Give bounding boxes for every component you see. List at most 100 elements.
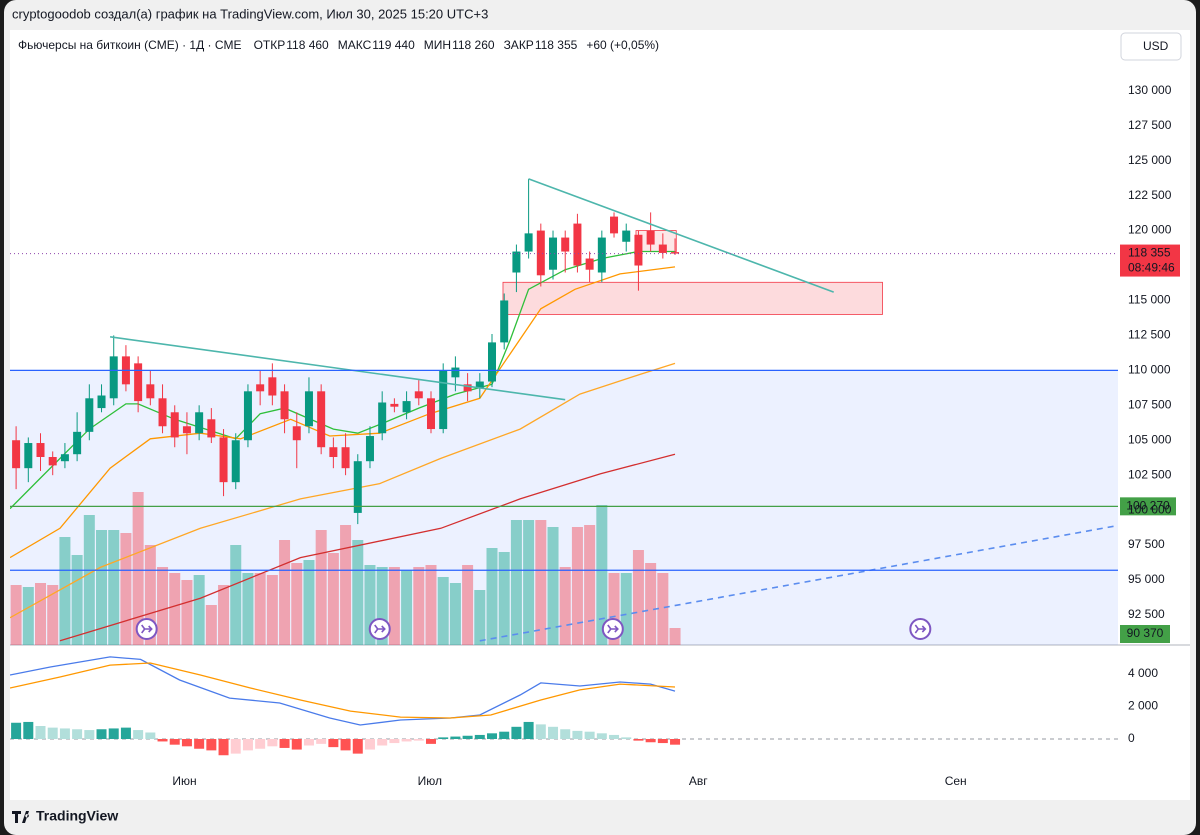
candle-body <box>634 234 643 266</box>
macd-histogram-bar <box>511 726 522 740</box>
volume-bar <box>364 565 376 645</box>
macd-histogram-bar <box>657 739 668 744</box>
zone-box <box>502 281 883 315</box>
volume-bar <box>132 492 144 645</box>
candle-body <box>219 437 228 483</box>
candle-body <box>292 426 301 441</box>
candle-body <box>597 237 606 273</box>
y-tick-label: 105 000 <box>1128 432 1172 446</box>
volume-bar <box>547 527 559 645</box>
candle-body <box>146 384 155 399</box>
macd-histogram-bar <box>328 739 339 748</box>
candle-body <box>451 367 460 378</box>
logo-icon <box>12 811 29 823</box>
y-tick-label: 125 000 <box>1128 153 1172 167</box>
volume-bar <box>632 550 644 645</box>
volume-bar <box>596 505 608 645</box>
macd-histogram-bar <box>377 739 388 746</box>
y-tick-label: 112 500 <box>1128 328 1171 342</box>
macd-histogram-bar <box>450 736 461 740</box>
x-tick-label: Июл <box>418 774 442 788</box>
y-tick-label: 115 000 <box>1128 293 1171 307</box>
volume-bar <box>242 573 254 645</box>
currency-button[interactable] <box>1120 32 1182 61</box>
last-price-label: 118 355 <box>1128 246 1171 260</box>
macd-histogram-bar <box>47 727 58 740</box>
candle-body <box>182 426 191 434</box>
volume-bar <box>71 555 83 645</box>
volume-bar <box>35 583 47 645</box>
candle-body <box>365 436 374 462</box>
volume-bar <box>108 530 120 645</box>
volume-bar <box>474 590 486 645</box>
candle-body <box>439 370 448 430</box>
candle-body <box>280 391 289 420</box>
candle-body <box>426 398 435 430</box>
volume-bar <box>352 540 364 645</box>
moving-average <box>10 362 676 619</box>
level-label: 100 270 <box>1126 499 1170 513</box>
candle-body <box>256 384 265 392</box>
x-tick-label: Авг <box>689 774 708 788</box>
macd-histogram-bar <box>279 739 290 748</box>
y-tick-label: 120 000 <box>1128 223 1172 237</box>
candle-body <box>353 461 362 513</box>
macd-histogram-bar <box>72 729 83 740</box>
trendline <box>479 524 1118 642</box>
candle-body <box>585 258 594 270</box>
macd-histogram-bar <box>535 724 546 740</box>
macd-histogram-bar <box>523 721 534 740</box>
macd-histogram-bar <box>645 739 656 743</box>
macd-histogram-bar <box>364 739 375 750</box>
volume-bar <box>157 567 169 645</box>
volume-bar <box>413 567 425 645</box>
candle-body <box>73 431 82 455</box>
macd-tick-label: 2 000 <box>1128 699 1158 713</box>
symbol: Фьючерсы на биткоин (CME) · 1Д · CME <box>18 38 242 52</box>
volume-bar <box>437 577 449 645</box>
moving-average <box>10 266 676 559</box>
candle-body <box>378 402 387 434</box>
macd-histogram-bar <box>230 739 241 754</box>
x-tick-label: Сен <box>945 774 967 788</box>
macd-histogram-bar <box>499 731 510 740</box>
macd-histogram-bar <box>425 739 436 744</box>
macd-histogram-bar <box>84 730 95 740</box>
macd-histogram-bar <box>633 739 644 741</box>
volume-bar <box>181 580 193 645</box>
candle-body <box>463 384 472 392</box>
last-price-box <box>1120 244 1180 277</box>
macd-histogram-bar <box>11 722 22 740</box>
candle-body <box>207 419 216 438</box>
candle-body <box>549 237 558 270</box>
volume-bar <box>510 520 522 645</box>
volume-bar <box>59 537 71 645</box>
currency[interactable]: USD <box>1143 39 1169 53</box>
y-tick-label: 122 500 <box>1128 188 1172 202</box>
event-arrow <box>141 624 153 634</box>
macd-histogram-bar <box>401 739 412 742</box>
candle-body <box>500 300 509 343</box>
legend-value: 118 355 <box>535 38 578 52</box>
y-tick-label: 95 000 <box>1128 572 1165 586</box>
volume-bar <box>376 567 388 645</box>
macd-histogram-bar <box>96 729 107 740</box>
candle-body <box>158 398 167 427</box>
candle-body <box>646 230 655 245</box>
candle-body <box>390 403 399 407</box>
volume-bar <box>144 545 156 645</box>
volume-bar <box>47 585 59 645</box>
volume-bar <box>584 525 596 645</box>
volume-bar <box>193 575 205 645</box>
candle-body <box>414 391 423 399</box>
event-arrow <box>607 624 619 634</box>
macd-histogram-bar <box>59 728 70 740</box>
y-tick-label: 97 500 <box>1128 537 1165 551</box>
volume-bar <box>523 520 535 645</box>
y-tick-label: 110 000 <box>1128 363 1171 377</box>
legend-label: МАКС <box>338 38 372 52</box>
volume-bar <box>620 573 632 645</box>
macd-histogram-bar <box>413 739 424 741</box>
macd-histogram-bar <box>291 739 302 750</box>
